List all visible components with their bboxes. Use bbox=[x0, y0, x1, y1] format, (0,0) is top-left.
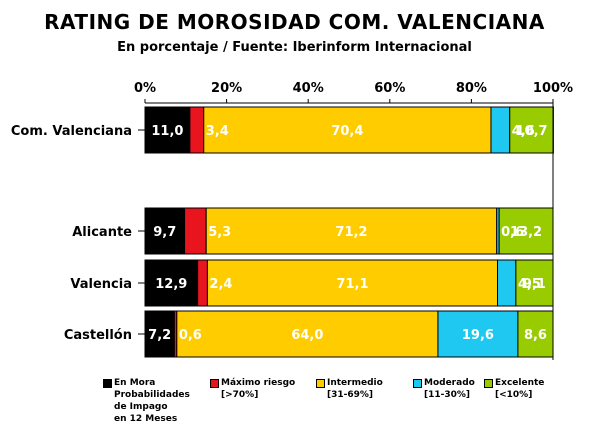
data-label-moderado: 4,6 bbox=[512, 124, 535, 139]
data-label-moderado: 0,6 bbox=[501, 225, 524, 240]
bar-segment-en-mora bbox=[144, 259, 199, 307]
x-tick-label: 80% bbox=[456, 81, 487, 96]
legend-series-name: Excelente bbox=[495, 378, 545, 388]
bar-segment-en-mora bbox=[144, 106, 191, 154]
data-label-intermedio: 70,4 bbox=[331, 124, 363, 139]
data-label-intermedio: 71,2 bbox=[335, 225, 367, 240]
x-tick-label: 20% bbox=[211, 81, 242, 96]
legend-series-range: [11-30%] bbox=[424, 390, 471, 400]
data-label-excelente: 9,1 bbox=[523, 277, 546, 292]
x-tick-label: 100% bbox=[533, 81, 573, 96]
data-label-excelente: 10,7 bbox=[516, 124, 548, 139]
legend-label: En Mora Probabilidades de Impago en 12 Me… bbox=[114, 377, 190, 425]
category-label: Alicante bbox=[72, 225, 132, 240]
legend-swatch bbox=[316, 379, 325, 388]
bar-segment-moderado bbox=[497, 259, 517, 307]
x-tick-label: 60% bbox=[374, 81, 405, 96]
legend-label: Excelente [<10%] bbox=[495, 377, 544, 401]
bar-segment-excelente bbox=[515, 259, 554, 307]
category-label: Com. Valenciana bbox=[11, 124, 132, 139]
data-label-maximo-riesgo: 2,4 bbox=[209, 277, 232, 292]
chart-legend: En Mora Probabilidades de Impago en 12 Me… bbox=[103, 377, 583, 433]
legend-label: Moderado [11-30%] bbox=[424, 377, 475, 401]
data-label-en-mora: 11,0 bbox=[151, 124, 183, 139]
legend-series-range: Probabilidades de Impago en 12 Meses bbox=[114, 390, 190, 424]
data-label-en-mora: 9,7 bbox=[153, 225, 176, 240]
bar-segment-en-mora bbox=[144, 207, 186, 255]
bar-segment-maximo-riesgo bbox=[184, 207, 207, 255]
bar-segment-intermedio bbox=[206, 259, 499, 307]
data-label-en-mora: 7,2 bbox=[148, 328, 171, 343]
data-label-intermedio: 64,0 bbox=[291, 328, 323, 343]
data-label-excelente: 13,2 bbox=[510, 225, 542, 240]
legend-series-name: Intermedio bbox=[327, 378, 383, 388]
category-label: Valencia bbox=[70, 277, 132, 292]
legend-swatch bbox=[103, 379, 112, 388]
x-tick-label: 40% bbox=[293, 81, 324, 96]
legend-series-name: Máximo riesgo bbox=[221, 378, 296, 388]
bar-segment-intermedio bbox=[203, 106, 492, 154]
data-label-en-mora: 12,9 bbox=[155, 277, 187, 292]
legend-series-range: [31-69%] bbox=[327, 390, 374, 400]
bar-segment-moderado bbox=[490, 106, 511, 154]
legend-label: Intermedio [31-69%] bbox=[327, 377, 383, 401]
data-label-moderado: 4,5 bbox=[518, 277, 541, 292]
legend-swatch bbox=[484, 379, 493, 388]
data-label-maximo-riesgo: 5,3 bbox=[208, 225, 231, 240]
data-label-excelente: 8,6 bbox=[524, 328, 547, 343]
chart-subtitle: En porcentaje / Fuente: Iberinform Inter… bbox=[117, 40, 472, 55]
legend-label: Máximo riesgo [>70%] bbox=[221, 377, 295, 401]
bar-segment-moderado bbox=[437, 310, 519, 358]
legend-series-range: [<10%] bbox=[495, 390, 533, 400]
x-tick-label: 0% bbox=[134, 81, 156, 96]
bar-segment-intermedio bbox=[176, 310, 439, 358]
legend-swatch bbox=[210, 379, 219, 388]
bar-segment-intermedio bbox=[205, 207, 498, 255]
category-label: Castellón bbox=[64, 328, 132, 343]
legend-series-range: [>70%] bbox=[221, 390, 259, 400]
data-label-moderado: 19,6 bbox=[462, 328, 494, 343]
data-label-maximo-riesgo: 0,6 bbox=[179, 328, 202, 343]
legend-series-name: En Mora bbox=[114, 378, 156, 388]
bar-segment-excelente bbox=[498, 207, 554, 255]
legend-series-name: Moderado bbox=[424, 378, 475, 388]
bar-segment-maximo-riesgo bbox=[189, 106, 205, 154]
bar-segment-excelente bbox=[517, 310, 554, 358]
chart-title: RATING DE MOROSIDAD COM. VALENCIANA bbox=[44, 10, 545, 34]
stacked-bar-chart: 0% 20% 40% 60% 80% 100% Com. Valenciana 11,0 3,4… bbox=[11, 81, 573, 360]
data-label-intermedio: 71,1 bbox=[336, 277, 368, 292]
data-label-maximo-riesgo: 3,4 bbox=[206, 124, 229, 139]
bar-segment-maximo-riesgo bbox=[197, 259, 208, 307]
legend-swatch bbox=[413, 379, 422, 388]
